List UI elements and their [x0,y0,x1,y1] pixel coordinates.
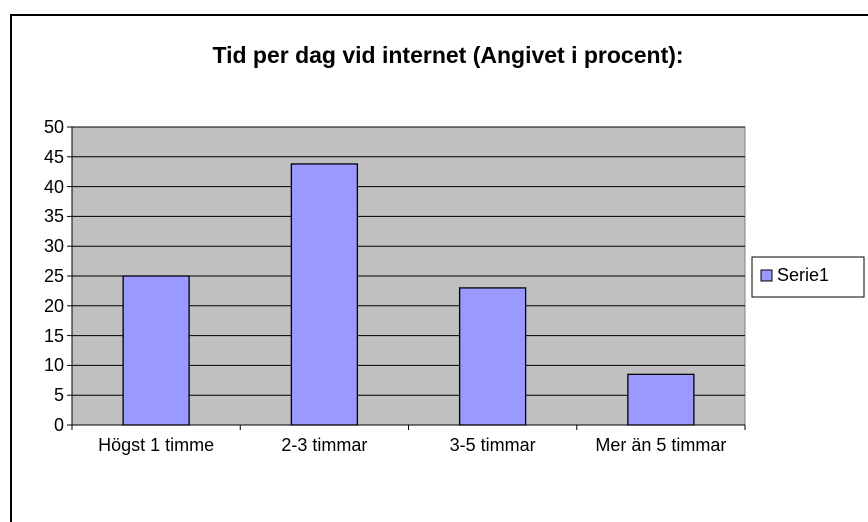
x-tick-label: Högst 1 timme [98,435,215,455]
x-tick-label: 2-3 timmar [281,435,368,455]
bar [627,373,695,426]
x-tick-label: 3-5 timmar [449,435,536,455]
y-tick-label: 50 [43,117,64,137]
y-tick-label: 35 [43,206,64,227]
y-tick-label: 20 [43,295,64,316]
chart-title: Tid per dag vid internet (Angivet i proc… [212,42,684,68]
legend-label: Serie1 [777,265,830,285]
y-tick-label: 5 [53,385,64,406]
y-tick-label: 30 [43,236,64,257]
bar [458,287,527,426]
legend-swatch [760,269,773,282]
y-tick-label: 15 [43,325,64,346]
y-tick-label: 25 [43,266,64,286]
bar [122,275,190,426]
y-tick-label: 10 [43,355,64,376]
y-tick-label: 0 [53,415,64,435]
y-tick-label: 40 [43,176,64,197]
x-tick-label: Mer än 5 timmar [595,435,727,455]
y-tick-label: 45 [43,146,64,167]
bar [290,163,359,426]
